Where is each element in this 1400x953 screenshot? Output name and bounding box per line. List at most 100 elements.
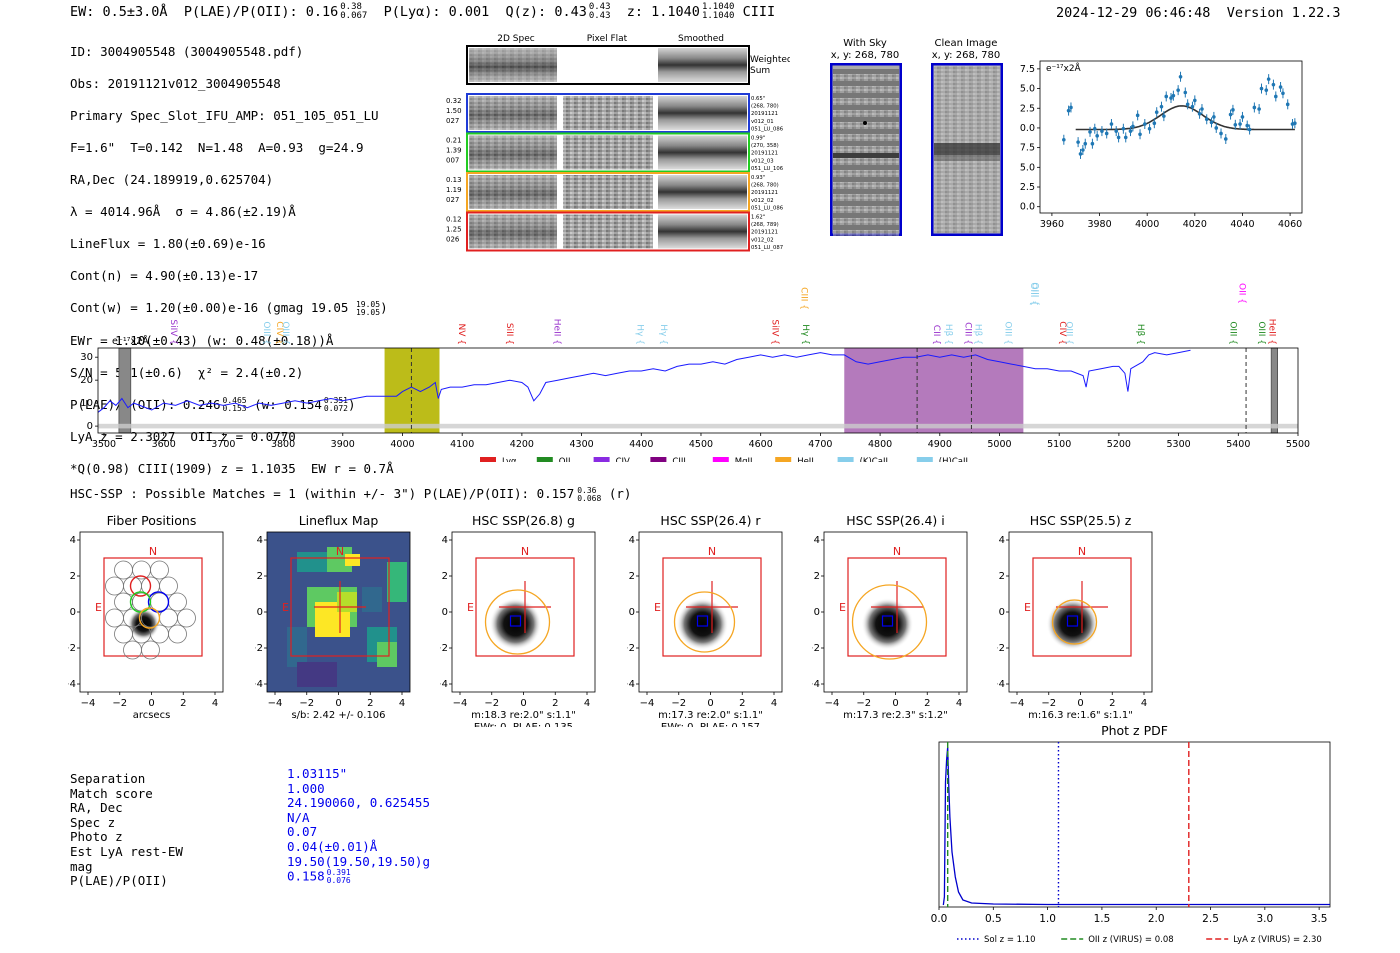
match-value-plae: 0.158 0.391 0.076 — [287, 869, 430, 885]
legend-label: CIII — [672, 457, 685, 462]
zoom-data-point — [1274, 94, 1278, 99]
panel-y-tick-label: −4 — [68, 679, 76, 690]
match-value-plae-sup: 0.391 — [326, 868, 351, 878]
clean-image-xy: x, y: 268, 780 — [931, 50, 1001, 61]
panel-title: HSC SSP(26.4) i — [846, 513, 944, 528]
aperture-box — [290, 557, 390, 657]
panel-x-tick-label: 2 — [1109, 698, 1115, 709]
image-panel: HSC SSP(26.4) r N E 4 2 0 −2 −4 −4 −2 0 2 4 m:17.3 re… — [620, 512, 807, 733]
ellipse-aperture — [1051, 599, 1098, 645]
zoom-x-tick-label: 4060 — [1278, 219, 1302, 230]
image-panel: Fiber Positions N E 4 2 0 −2 −4 −4 −2 0 2 4 arcsecs — [61, 512, 248, 731]
zoom-x-tick-label: 4020 — [1183, 219, 1207, 230]
panel-y-tick-label: −4 — [997, 679, 1005, 690]
pdf-legend-label: OII z (VIRUS) = 0.08 — [1088, 935, 1174, 945]
cutout-right-label: v012_02 — [751, 237, 774, 243]
weighted-sum-label-1: Weighted — [750, 55, 790, 65]
zoom-data-point — [1123, 135, 1128, 140]
zoom-data-point — [1178, 74, 1183, 79]
sky-noise — [833, 110, 899, 117]
clean-image — [931, 63, 1003, 236]
zoom-data-point — [1245, 123, 1250, 128]
with-sky-xy: x, y: 268, 780 — [830, 50, 900, 61]
zoom-x-tick-label: 4000 — [1135, 219, 1159, 230]
zoom-data-point — [1247, 127, 1252, 132]
zoom-data-point — [1169, 96, 1173, 100]
panel-y-tick-label: −4 — [440, 679, 448, 690]
zoom-x-tick-label: 3960 — [1040, 219, 1064, 230]
full-hatch-band — [118, 347, 132, 434]
match-label-photoz: Photo z — [70, 829, 123, 845]
info-obs: Obs: 20191121v012_3004905548 — [70, 76, 281, 91]
legend-swatch — [593, 457, 610, 462]
sky-stripe — [833, 213, 899, 218]
full-hatch-band — [1270, 347, 1279, 434]
full-x-tick-label: 4700 — [808, 439, 832, 450]
full-line-label: SiIV { — [770, 319, 780, 345]
clean-image-header: Clean Image x, y: 268, 780 — [921, 38, 1011, 62]
panel-y-tick-label: 4 — [629, 535, 635, 546]
full-line-label: CIII { — [962, 322, 972, 345]
panel-x-tick-label: 2 — [739, 698, 745, 709]
panel-y-tick-label: −2 — [255, 643, 263, 654]
zoom-y-tick-label: 15.0 — [1020, 84, 1035, 95]
header-summary: EW: 0.5±3.0Å P(LAE)/P(OII): 0.16 0.38 0.06… — [70, 3, 775, 21]
zoom-data-point — [1143, 122, 1147, 126]
panel-y-tick-label: −2 — [812, 643, 820, 654]
match-label-separation: Separation — [70, 771, 146, 786]
panel-y-tick-label: 2 — [814, 571, 820, 582]
cutout-right-label: (270, 358) — [751, 143, 779, 149]
match-marker — [881, 615, 894, 627]
match-label-lya-ew: Est LyA rest-EW — [70, 843, 183, 859]
image-panel: HSC SSP(26.4) i N E 4 2 0 −2 −4 −4 −2 0 2 4 m:17.3 re… — [805, 512, 992, 731]
full-spectrum-chart: e⁻¹⁷x2Å 0 10 20 30 3500 3600 3700 3800 3900 4000 41… — [80, 282, 1310, 462]
sky-noise — [833, 146, 899, 153]
zoom-data-point — [1135, 113, 1140, 118]
info-id: ID: 3004905548 (3004905548.pdf) — [70, 44, 304, 59]
sky-noise — [833, 158, 899, 165]
zoom-y-tick-label: 0.0 — [1020, 202, 1035, 213]
sky-stripe — [833, 117, 899, 122]
panel-x-tick-label: −4 — [81, 698, 96, 709]
zoom-data-point — [1092, 126, 1097, 131]
legend-swatch — [712, 457, 729, 462]
zoom-y-tick-label: 10.0 — [1020, 123, 1035, 134]
zoom-data-point — [1240, 115, 1245, 119]
panel-y-tick-label: −2 — [627, 643, 635, 654]
full-line-label: OIII { — [1063, 321, 1073, 345]
lineflux-block — [345, 554, 360, 566]
full-line-label: CII { — [931, 325, 941, 345]
sky-stripe — [833, 201, 899, 206]
panel-x-tick-label: −2 — [112, 698, 127, 709]
sky-noise — [833, 170, 899, 177]
panel-y-tick-label: −4 — [812, 679, 820, 690]
with-sky-title: With Sky — [843, 38, 887, 49]
weighted-sum-label-2: Sum — [750, 66, 770, 76]
match-values: 1.03115" 1.000 24.190060, 0.625455 N/A 0… — [287, 766, 430, 885]
lineflux-block — [387, 562, 407, 602]
cutout-pixelflat — [563, 96, 653, 130]
full-x-tick-label: 4000 — [390, 439, 414, 450]
cutout-pixelflat — [563, 135, 653, 170]
legend-label: (H)CaII — [939, 457, 968, 462]
full-line-label: CIV { — [1057, 321, 1067, 345]
panel-x-tick-label: −2 — [671, 698, 686, 709]
pdf-x-tick-label: 1.5 — [1094, 913, 1111, 925]
panel-xlabel: m:17.3 re:2.0" s:1.1" — [658, 710, 763, 721]
panel-y-tick-label: 2 — [257, 571, 263, 582]
panel-title: HSC SSP(26.4) r — [660, 513, 761, 528]
pdf-x-tick-label: 2.5 — [1202, 913, 1219, 925]
cutout-left-label: 0.12 — [446, 216, 462, 224]
zoom-y-unit: e⁻¹⁷x2Å — [1046, 62, 1082, 74]
zoom-data-point — [1083, 141, 1088, 146]
sky-stripe — [833, 165, 899, 170]
panel-y-tick-label: 4 — [257, 535, 263, 546]
match-value-radec: 24.190060, 0.625455 — [287, 795, 430, 811]
zoom-data-point — [1193, 98, 1197, 103]
sky-stripe — [833, 129, 899, 134]
zoom-data-point — [1204, 117, 1209, 122]
cutout-left-label: 1.39 — [446, 147, 462, 155]
sky-noise — [833, 122, 899, 129]
image-panel-svg: HSC SSP(26.4) i N E 4 2 0 −2 −4 −4 −2 0 2 4 m:17.3 re… — [805, 513, 968, 721]
zoom-y-tick-label: 2.5 — [1020, 182, 1035, 193]
